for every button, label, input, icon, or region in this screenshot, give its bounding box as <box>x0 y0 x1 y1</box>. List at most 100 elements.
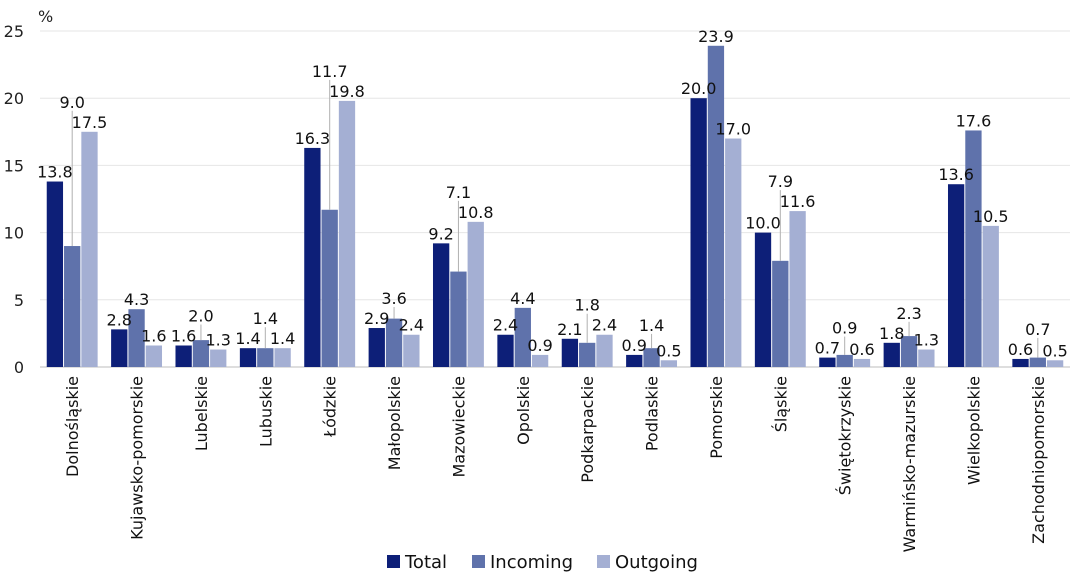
legend-item-total: Total <box>387 552 447 573</box>
bar-incoming <box>965 130 982 367</box>
data-label-total: 2.4 <box>493 316 518 335</box>
bar-outgoing <box>982 225 999 367</box>
data-label-total: 13.6 <box>938 165 974 184</box>
category-label: Lubelskie <box>192 376 211 451</box>
data-label-incoming: 11.7 <box>312 62 348 81</box>
bar-outgoing <box>660 360 678 367</box>
bar-outgoing <box>789 211 806 367</box>
bar-total <box>304 147 321 367</box>
bar-total <box>754 232 772 367</box>
bar-total <box>561 338 579 367</box>
data-label-total: 2.8 <box>107 310 132 329</box>
x-axis-category-labels: Dolnośląskie Kujawsko-pomorskie Lubelskie L… <box>63 376 1048 552</box>
bar-incoming <box>192 340 210 367</box>
data-label-total: 1.6 <box>171 326 196 345</box>
bar-incoming <box>772 260 789 367</box>
bar-total <box>883 342 900 367</box>
data-label-total: 10.0 <box>745 214 781 233</box>
bar-incoming <box>707 45 725 368</box>
bar-incoming <box>450 271 467 367</box>
legend-item-outgoing: Outgoing <box>597 552 698 573</box>
category-label: Kujawsko-pomorskie <box>128 376 147 540</box>
data-label-incoming: 2.0 <box>188 306 213 325</box>
data-label-incoming: 4.4 <box>510 289 535 308</box>
bar-incoming <box>257 348 274 367</box>
legend-label: Outgoing <box>615 552 698 573</box>
data-label-outgoing: 10.5 <box>973 207 1009 226</box>
data-labels: 13.89.017.52.84.31.6 1.62.01.3 1.41.41.416… <box>37 27 1068 360</box>
data-label-incoming: 7.1 <box>446 183 471 202</box>
bar-incoming <box>1029 357 1046 367</box>
gridlines <box>40 30 1070 301</box>
data-label-total: 0.6 <box>1008 340 1033 359</box>
data-label-outgoing: 11.6 <box>780 192 816 211</box>
bar-incoming <box>643 348 660 367</box>
legend-swatch <box>472 555 485 568</box>
bar-incoming <box>321 209 338 367</box>
bar-outgoing <box>918 349 935 367</box>
data-label-outgoing: 10.8 <box>458 203 494 222</box>
bar-outgoing <box>467 221 484 367</box>
data-label-outgoing: 17.5 <box>72 113 108 132</box>
bar-total <box>626 354 643 367</box>
data-label-incoming: 1.4 <box>639 316 664 335</box>
bar-outgoing <box>596 334 613 367</box>
category-label: Podlaskie <box>643 376 662 451</box>
data-label-outgoing: 0.5 <box>1042 341 1067 360</box>
data-label-total: 0.7 <box>815 339 840 358</box>
legend-label: Total <box>404 552 447 573</box>
bar-outgoing <box>81 131 98 367</box>
bar-total <box>46 181 64 367</box>
data-label-total: 1.8 <box>879 324 904 343</box>
data-label-outgoing: 19.8 <box>329 82 365 101</box>
category-label: Pomorskie <box>707 376 726 459</box>
y-tick-label: 20 <box>4 89 24 108</box>
category-label: Zachodniopomorskie <box>1029 376 1048 544</box>
data-label-total: 0.9 <box>622 336 647 355</box>
data-label-incoming: 7.9 <box>768 172 793 191</box>
data-label-incoming: 4.3 <box>124 290 149 309</box>
legend-label: Incoming <box>490 552 573 573</box>
label-leader-lines <box>71 79 1039 358</box>
category-label: Warmińsko-mazurskie <box>900 376 919 552</box>
bar-outgoing <box>145 345 163 367</box>
data-label-incoming: 9.0 <box>59 93 84 112</box>
data-label-total: 2.1 <box>557 320 582 339</box>
legend: Total Incoming Outgoing <box>387 552 698 573</box>
data-label-total: 16.3 <box>295 129 331 148</box>
bar-incoming <box>64 246 81 367</box>
category-label: Lubuskie <box>256 376 275 447</box>
data-label-outgoing: 2.4 <box>592 316 617 335</box>
bar-incoming <box>579 342 596 367</box>
bar-total <box>1012 358 1029 367</box>
bar-total <box>368 328 385 367</box>
bar-incoming <box>900 336 918 367</box>
bar-total <box>690 98 707 367</box>
bar-total <box>175 345 192 367</box>
data-label-outgoing: 1.4 <box>270 329 295 348</box>
y-axis-unit-label: % <box>38 7 53 26</box>
data-label-incoming: 3.6 <box>381 289 406 308</box>
data-label-incoming: 0.9 <box>832 319 857 338</box>
data-label-outgoing: 0.9 <box>527 336 552 355</box>
bar-outgoing <box>338 100 356 367</box>
y-tick-label: 10 <box>4 224 24 243</box>
bar-outgoing <box>853 358 871 367</box>
bar-total <box>111 329 128 367</box>
data-label-outgoing: 0.6 <box>849 340 874 359</box>
category-label: Mazowieckie <box>449 376 468 478</box>
bar-incoming <box>128 309 145 367</box>
bar-incoming <box>385 318 403 367</box>
data-label-incoming: 17.6 <box>956 111 992 130</box>
data-label-incoming: 2.3 <box>896 304 921 323</box>
data-label-incoming: 1.8 <box>574 296 599 315</box>
data-label-outgoing: 2.4 <box>399 316 424 335</box>
bar-outgoing <box>210 349 227 367</box>
data-label-total: 1.4 <box>235 329 260 348</box>
data-label-outgoing: 1.3 <box>914 331 939 350</box>
category-label: Podkarpackie <box>578 376 597 483</box>
data-label-incoming: 0.7 <box>1025 320 1050 339</box>
data-label-outgoing: 17.0 <box>715 120 751 139</box>
bar-outgoing <box>531 354 549 367</box>
